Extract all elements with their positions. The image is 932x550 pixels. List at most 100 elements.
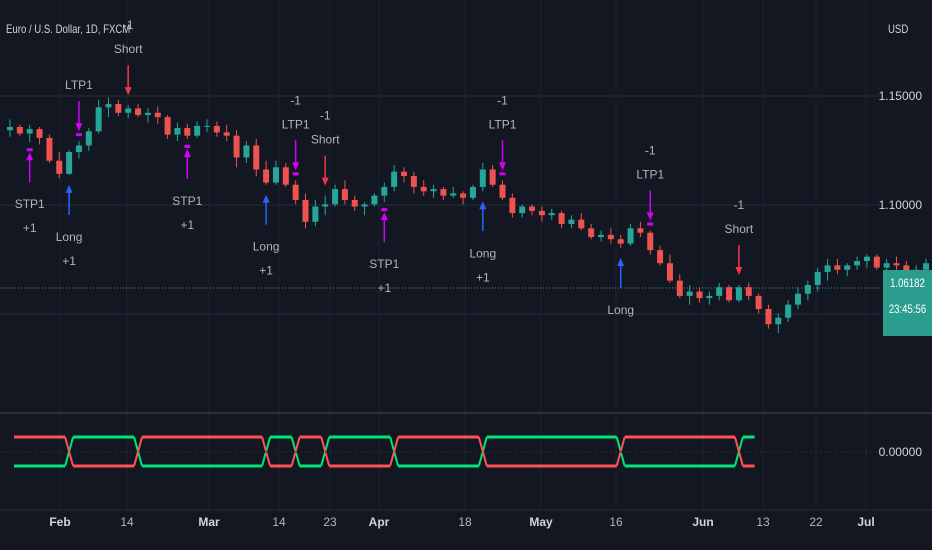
candle-body bbox=[824, 265, 831, 272]
candle-body bbox=[834, 265, 841, 270]
candle-body bbox=[489, 169, 496, 185]
exit-arrow-icon bbox=[183, 148, 191, 157]
time-tick: 13 bbox=[756, 515, 770, 529]
candle-body bbox=[873, 256, 880, 268]
candle-body bbox=[588, 228, 595, 238]
candle-body bbox=[548, 213, 555, 216]
candle-body bbox=[745, 287, 752, 296]
candle-body bbox=[322, 204, 329, 207]
candle-body bbox=[509, 197, 516, 214]
candle-body bbox=[519, 206, 526, 214]
candle-body bbox=[676, 280, 683, 296]
signal-label: -1 bbox=[497, 93, 508, 107]
time-tick: 23 bbox=[323, 515, 337, 529]
time-tick: 14 bbox=[272, 515, 286, 529]
time-tick: Apr bbox=[369, 515, 390, 529]
signal-label: STP1 bbox=[172, 194, 202, 208]
signal-label: Short bbox=[725, 222, 754, 236]
oscillator-pane bbox=[0, 435, 880, 468]
exit-arrow-icon bbox=[26, 152, 34, 161]
exit-arrow-icon bbox=[75, 123, 83, 132]
candle-body bbox=[765, 308, 772, 325]
signal-label: STP1 bbox=[369, 257, 399, 271]
candle-body bbox=[598, 234, 604, 238]
candle-body bbox=[66, 152, 73, 174]
last-price-tag: 1.06182 23:45:56 bbox=[883, 270, 932, 336]
candle-body bbox=[26, 129, 33, 134]
signal-label: +1 bbox=[476, 270, 490, 284]
candle-body bbox=[115, 104, 122, 113]
candle-body bbox=[883, 263, 890, 268]
candle-body bbox=[263, 169, 270, 183]
candle-body bbox=[204, 125, 210, 127]
signal-label: +1 bbox=[180, 218, 194, 232]
time-tick: 22 bbox=[809, 515, 823, 529]
signal-label: -1 bbox=[320, 109, 331, 123]
exit-marker bbox=[381, 208, 388, 212]
candle-body bbox=[479, 169, 486, 187]
candle-body bbox=[174, 128, 181, 135]
candle-body bbox=[332, 189, 339, 205]
signal-label: Short bbox=[311, 133, 340, 147]
candle-body bbox=[85, 131, 92, 146]
candle-body bbox=[184, 128, 191, 136]
time-tick: Mar bbox=[198, 515, 220, 529]
candle-body bbox=[469, 186, 476, 198]
time-axis: Feb 14 Mar 14 23 Apr 18 May 16 Jun 13 22 Jul bbox=[49, 515, 874, 529]
candle-body bbox=[154, 112, 161, 118]
candle-body bbox=[243, 145, 250, 158]
candle-body bbox=[529, 206, 536, 211]
candle-body bbox=[144, 112, 151, 115]
short-arrow-icon bbox=[321, 177, 329, 186]
exit-marker bbox=[499, 172, 506, 176]
exit-marker bbox=[647, 222, 654, 226]
candle-body bbox=[568, 219, 575, 224]
candle-body bbox=[75, 145, 82, 153]
candle-body bbox=[726, 287, 733, 301]
candle-body bbox=[499, 184, 506, 198]
signal-label: -1 bbox=[734, 198, 745, 212]
candle-body bbox=[686, 291, 693, 296]
candle-body bbox=[223, 132, 230, 136]
candle-body bbox=[282, 167, 289, 185]
candle-body bbox=[56, 160, 63, 174]
time-tick: 14 bbox=[120, 515, 134, 529]
time-tick: 16 bbox=[609, 515, 623, 529]
candle-body bbox=[213, 125, 220, 133]
candle-body bbox=[410, 176, 417, 187]
candle-body bbox=[923, 263, 930, 270]
candle-body bbox=[312, 206, 319, 222]
currency-label: USD bbox=[888, 22, 909, 36]
bar-countdown: 23:45:56 bbox=[888, 302, 927, 316]
candle-body bbox=[578, 219, 585, 229]
time-tick: May bbox=[529, 515, 553, 529]
price-tick: 1.10000 bbox=[879, 198, 923, 212]
candle-body bbox=[371, 195, 378, 205]
long-arrow-icon bbox=[617, 257, 625, 266]
signal-label: -1 bbox=[290, 93, 301, 107]
candle-body bbox=[637, 228, 644, 233]
exit-marker bbox=[184, 144, 191, 148]
candle-body bbox=[292, 184, 299, 200]
candle-body bbox=[36, 129, 43, 138]
candle-body bbox=[302, 199, 309, 222]
candle-body bbox=[617, 239, 624, 244]
candle-body bbox=[164, 117, 171, 135]
candle-body bbox=[253, 145, 260, 170]
candle-body bbox=[696, 291, 703, 299]
candle-body bbox=[450, 193, 457, 196]
candle-body bbox=[854, 261, 861, 266]
candle-body bbox=[657, 250, 664, 264]
candle-body bbox=[135, 108, 142, 115]
exit-arrow-icon bbox=[646, 212, 654, 221]
short-arrow-icon bbox=[124, 87, 132, 96]
candle-body bbox=[893, 263, 900, 266]
signal-label: +1 bbox=[62, 254, 76, 268]
oscillator-tick: 0.00000 bbox=[879, 445, 923, 459]
signal-label: Long bbox=[469, 246, 496, 260]
last-price: 1.06182 bbox=[890, 276, 925, 290]
candle-body bbox=[627, 228, 634, 244]
candle-body bbox=[558, 213, 565, 224]
candle-body bbox=[706, 295, 713, 299]
signal-label: +1 bbox=[23, 221, 37, 235]
